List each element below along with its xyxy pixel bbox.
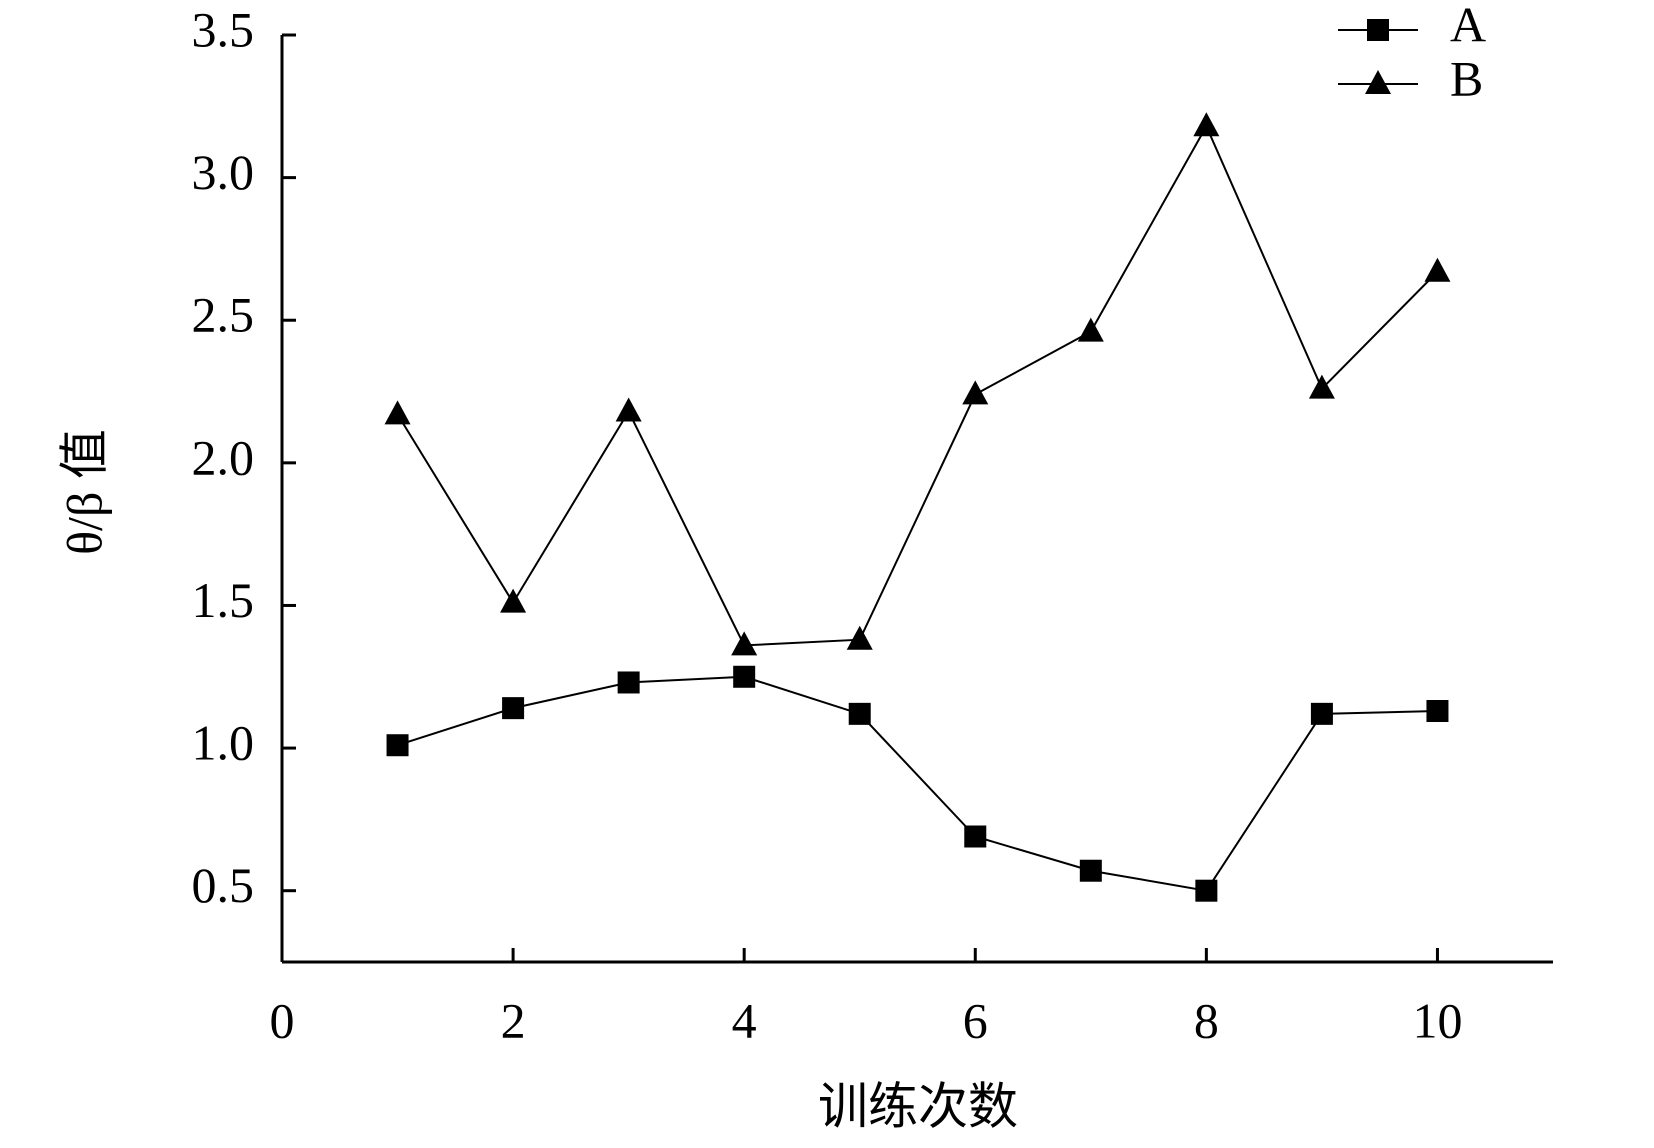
marker	[502, 697, 525, 720]
marker	[1193, 112, 1220, 137]
y-tick-label: 2.0	[192, 429, 255, 485]
x-tick-label: 10	[1412, 992, 1462, 1048]
marker	[1077, 317, 1104, 342]
y-axis-label: θ/β 值	[56, 429, 112, 555]
x-tick-label: 2	[501, 992, 526, 1048]
marker	[1308, 374, 1335, 399]
marker	[731, 631, 758, 656]
marker	[384, 400, 411, 425]
y-tick-label: 0.5	[192, 857, 255, 913]
marker	[1310, 702, 1333, 725]
marker	[386, 734, 409, 757]
x-axis-label: 训练次数	[818, 1078, 1018, 1134]
y-tick-label: 1.0	[192, 715, 255, 771]
y-tick-label: 2.5	[192, 287, 255, 343]
y-tick-label: 1.5	[192, 572, 255, 628]
series-line	[397, 675, 1438, 892]
x-tick-label: 0	[270, 992, 295, 1048]
marker	[1367, 19, 1389, 41]
marker	[1424, 257, 1451, 282]
marker	[1426, 699, 1449, 722]
marker	[848, 702, 871, 725]
x-tick-label: 4	[732, 992, 757, 1048]
marker	[733, 665, 756, 688]
marker	[1365, 70, 1391, 94]
x-tick-label: 8	[1194, 992, 1219, 1048]
legend-label: B	[1450, 50, 1483, 106]
marker	[617, 671, 640, 694]
marker	[846, 625, 873, 650]
legend-label: A	[1450, 0, 1486, 52]
marker	[962, 380, 989, 405]
marker	[964, 825, 987, 848]
series-line	[396, 124, 1439, 647]
y-tick-label: 3.5	[192, 1, 255, 57]
x-tick-label: 6	[963, 992, 988, 1048]
marker	[1195, 879, 1218, 902]
y-tick-label: 3.0	[192, 144, 255, 200]
marker	[615, 397, 642, 422]
marker	[500, 588, 527, 613]
marker	[1079, 859, 1102, 882]
